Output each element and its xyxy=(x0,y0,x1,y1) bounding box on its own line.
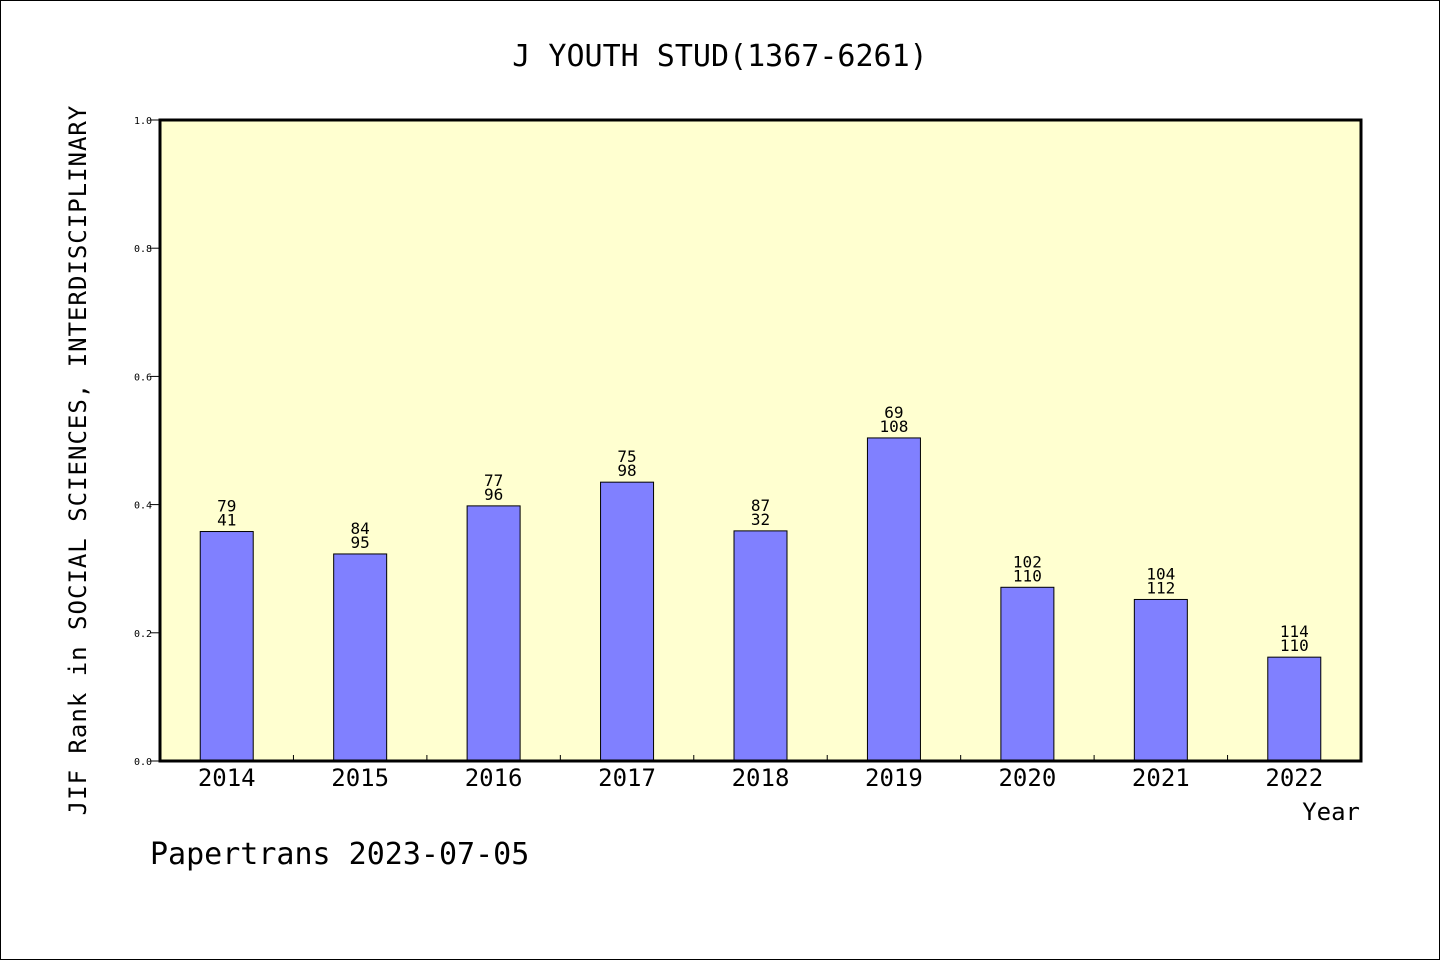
plot-border xyxy=(158,118,1363,763)
y-tick-label: 0.4 xyxy=(134,501,152,512)
bar-label-bottom: 110 xyxy=(1013,566,1042,585)
bar-label-top: 87 xyxy=(751,496,770,515)
bar-label-top: 84 xyxy=(351,519,370,538)
bar-label-bottom: 112 xyxy=(1146,578,1175,597)
x-tick-label: 2022 xyxy=(1265,764,1323,792)
x-axis: 2014 2015 2016 2017 2018 2019 2020 2021 2022 xyxy=(198,755,1323,792)
y-tick-label: 0.2 xyxy=(134,629,152,640)
y-axis-label: JIF Rank in SOCIAL SCIENCES, INTERDISCIP… xyxy=(64,105,92,816)
bar-label-top: 77 xyxy=(484,471,503,490)
x-tick-label: 2021 xyxy=(1132,764,1190,792)
bar xyxy=(600,481,655,762)
bar xyxy=(1267,656,1322,762)
x-tick-label: 2015 xyxy=(331,764,389,792)
bar-label-top: 69 xyxy=(884,403,903,422)
bar xyxy=(333,553,388,762)
bar-label-bottom: 32 xyxy=(751,510,770,529)
y-tick-label: 0.8 xyxy=(134,244,152,255)
footer-text: Papertrans 2023-07-05 xyxy=(150,837,529,872)
bar-label-bottom: 41 xyxy=(217,511,236,530)
x-tick-label: 2014 xyxy=(198,764,256,792)
y-tick-label: 1.0 xyxy=(134,116,152,127)
bar-label-bottom: 98 xyxy=(617,461,636,480)
bar xyxy=(199,531,254,762)
chart-title: J YOUTH STUD(1367-6261) xyxy=(512,39,927,74)
x-axis-label: Year xyxy=(1302,798,1360,826)
bar xyxy=(1000,586,1055,762)
bar-label-bottom: 110 xyxy=(1280,636,1309,655)
bar-label-top: 75 xyxy=(617,447,636,466)
y-axis: 0.0 0.2 0.4 0.6 0.8 1.0 xyxy=(134,116,160,768)
bar-label-bottom: 95 xyxy=(351,533,370,552)
bar-label-bottom: 96 xyxy=(484,485,503,504)
bar xyxy=(466,505,521,762)
bar-label-top: 114 xyxy=(1280,622,1309,641)
bar xyxy=(1133,598,1188,762)
bar-label-top: 102 xyxy=(1013,552,1042,571)
x-tick-label: 2019 xyxy=(865,764,923,792)
x-tick-label: 2017 xyxy=(598,764,656,792)
bar-label-top: 104 xyxy=(1146,564,1175,583)
bar xyxy=(866,437,921,762)
x-tick-label: 2016 xyxy=(465,764,523,792)
x-tick-label: 2018 xyxy=(732,764,790,792)
bar xyxy=(733,530,788,762)
bar-label-bottom: 108 xyxy=(879,417,908,436)
x-tick-label: 2020 xyxy=(998,764,1056,792)
bars xyxy=(199,437,1322,762)
y-tick-label: 0.0 xyxy=(134,757,152,768)
y-tick-label: 0.6 xyxy=(134,372,152,383)
bar-label-top: 79 xyxy=(217,497,236,516)
